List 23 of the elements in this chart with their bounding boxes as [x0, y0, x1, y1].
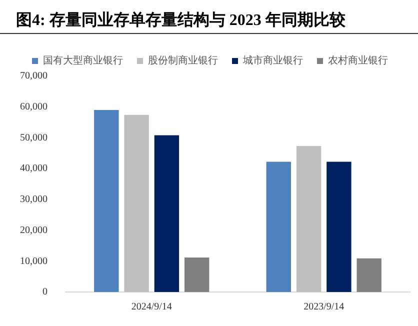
bar — [94, 110, 119, 292]
y-tick-label: 40,000 — [20, 163, 48, 174]
bar — [356, 258, 382, 292]
legend-label: 城市商业银行 — [242, 54, 303, 67]
bar — [326, 162, 352, 292]
legend-label: 股份制商业银行 — [148, 54, 218, 67]
y-tick-label: 60,000 — [20, 101, 48, 112]
bar — [296, 146, 322, 292]
y-tick-label: 30,000 — [20, 194, 48, 206]
y-tick-label: 70,000 — [20, 70, 48, 82]
bar — [124, 114, 149, 292]
legend-label: 国有大型商业银行 — [43, 54, 123, 67]
y-tick-label: 10,000 — [20, 256, 48, 267]
bar — [154, 135, 180, 292]
y-tick-label: 0 — [42, 286, 48, 298]
bar — [184, 257, 210, 292]
legend-label: 农村商业银行 — [328, 54, 388, 67]
bar — [266, 162, 292, 292]
chart-title: 图4: 存量同业存单存量结构与 2023 年同期比较 — [0, 0, 418, 34]
x-tick-label: 2024/9/14 — [131, 302, 172, 313]
y-tick-label: 50,000 — [20, 132, 48, 144]
y-tick-label: 20,000 — [20, 224, 48, 236]
x-tick-label: 2023/9/14 — [304, 302, 344, 313]
